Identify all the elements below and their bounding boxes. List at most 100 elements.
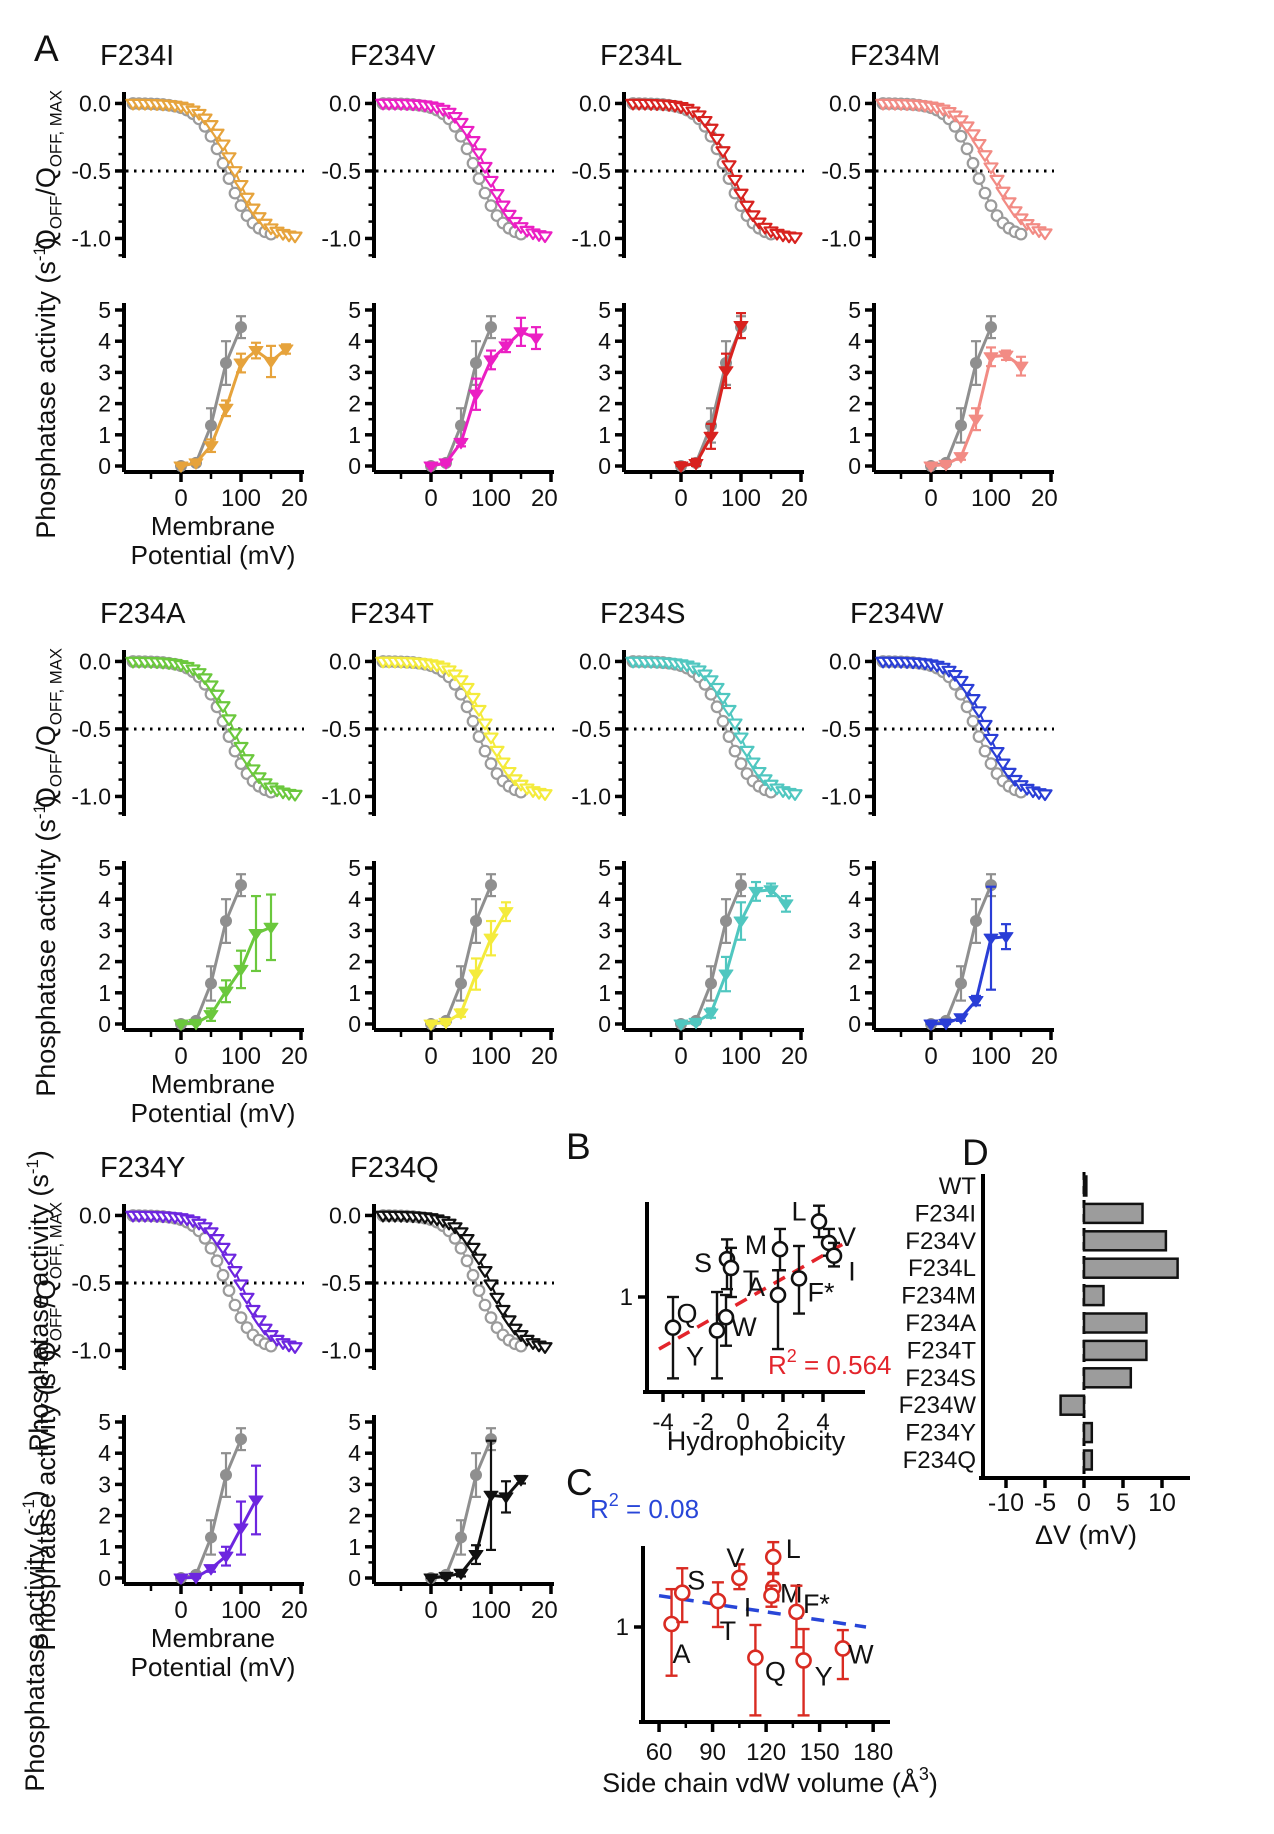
svg-text:0: 0: [736, 1409, 749, 1436]
svg-text:0: 0: [424, 485, 437, 512]
svg-text:-5: -5: [1034, 1489, 1056, 1517]
panel-f234l: F234L 0.0 -0.5 -1.0 0 1 2 3 4 5 0 100 200: [558, 40, 808, 585]
svg-text:-0.5: -0.5: [821, 158, 861, 184]
svg-text:180: 180: [853, 1739, 893, 1766]
svg-text:0: 0: [98, 453, 111, 479]
panel-title-f234a: F234A: [100, 598, 186, 630]
panel-title-f234t: F234T: [350, 598, 434, 630]
svg-text:0: 0: [848, 453, 861, 479]
svg-text:2: 2: [98, 1503, 111, 1529]
svg-text:A: A: [673, 1639, 691, 1669]
svg-text:1: 1: [598, 422, 611, 448]
panel-b-label: B: [566, 1126, 591, 1167]
svg-text:100: 100: [721, 485, 761, 512]
svg-text:F234I: F234I: [915, 1200, 976, 1227]
svg-text:WT: WT: [939, 1173, 977, 1200]
svg-text:-0.5: -0.5: [71, 1270, 111, 1296]
membrane-potential-xlabel: Membrane Potential (mV): [130, 1623, 296, 1683]
svg-text:-0.5: -0.5: [321, 158, 361, 184]
svg-text:1: 1: [348, 422, 361, 448]
svg-text:2: 2: [348, 1503, 361, 1529]
panel-a-label: A: [34, 28, 59, 69]
svg-text:4: 4: [598, 886, 611, 912]
svg-text:1: 1: [348, 1534, 361, 1560]
qv-chart-f234m: 0.0 -0.5 -1.0: [821, 90, 1054, 258]
svg-text:0: 0: [98, 1565, 111, 1591]
svg-text:100: 100: [971, 485, 1011, 512]
svg-text:0.0: 0.0: [579, 90, 611, 116]
svg-text:60: 60: [646, 1739, 673, 1766]
svg-text:4: 4: [348, 328, 361, 354]
activity-chart-f234y: 0 1 2 3 4 5 0 100 200: [98, 1409, 308, 1624]
svg-text:F234S: F234S: [905, 1365, 976, 1392]
svg-text:0.0: 0.0: [79, 90, 111, 116]
panel-title-f234s: F234S: [600, 598, 686, 630]
svg-text:0.0: 0.0: [79, 1202, 111, 1228]
svg-text:3: 3: [348, 917, 361, 943]
svg-text:-1.0: -1.0: [321, 783, 361, 809]
panel-title-f234y: F234Y: [100, 1152, 186, 1184]
svg-text:0.0: 0.0: [79, 648, 111, 674]
svg-text:3: 3: [348, 359, 361, 385]
svg-text:3: 3: [98, 1471, 111, 1497]
svg-text:100: 100: [221, 1597, 261, 1624]
svg-text:L: L: [791, 1196, 806, 1226]
svg-text:3: 3: [348, 1471, 361, 1497]
svg-text:4: 4: [98, 886, 111, 912]
activity-ylabel-row2: Phosphatase activity (s-1): [30, 795, 61, 1097]
svg-text:1: 1: [598, 980, 611, 1006]
svg-text:5: 5: [98, 855, 111, 881]
qv-chart-f234v: 0.0 -0.5 -1.0: [321, 90, 554, 258]
svg-text:1: 1: [616, 1614, 629, 1641]
qv-chart-f234a: 0.0 -0.5 -1.0: [71, 648, 304, 816]
svg-text:100: 100: [471, 485, 511, 512]
svg-text:-1.0: -1.0: [71, 783, 111, 809]
mutant-row-1: F234I0.0-0.5-1.00123450100200MembranePot…: [58, 40, 1058, 585]
qv-chart-f234l: 0.0 -0.5 -1.0: [571, 90, 804, 258]
svg-text:4: 4: [816, 1409, 829, 1436]
svg-text:0: 0: [424, 1597, 437, 1624]
svg-text:F234A: F234A: [905, 1310, 976, 1337]
svg-text:Q: Q: [676, 1299, 697, 1329]
svg-text:200: 200: [281, 1597, 308, 1624]
svg-text:-1.0: -1.0: [821, 225, 861, 251]
svg-text:2: 2: [848, 391, 861, 417]
svg-text:0.0: 0.0: [329, 648, 361, 674]
svg-text:3: 3: [848, 359, 861, 385]
panel-f234s: F234S 0.0 -0.5 -1.0 0 1 2 3 4 5 0 100 200: [558, 598, 808, 1143]
svg-text:ΔV (mV): ΔV (mV): [1035, 1520, 1137, 1550]
svg-text:2: 2: [98, 949, 111, 975]
panel-title-f234l: F234L: [600, 40, 683, 72]
svg-text:-1.0: -1.0: [571, 225, 611, 251]
qv-chart-f234w: 0.0 -0.5 -1.0: [821, 648, 1054, 816]
activity-chart-f234i: 0 1 2 3 4 5 0 100 200: [98, 297, 308, 512]
svg-text:Q: Q: [765, 1657, 786, 1687]
svg-text:0: 0: [848, 1011, 861, 1037]
activity-ylabel-row1: Phosphatase activity (s-1): [30, 237, 61, 539]
svg-text:F234M: F234M: [901, 1283, 976, 1310]
qv-chart-f234i: 0.0 -0.5 -1.0: [71, 90, 304, 258]
svg-text:M: M: [745, 1230, 768, 1260]
svg-text:0.0: 0.0: [329, 90, 361, 116]
svg-text:-1.0: -1.0: [71, 225, 111, 251]
panel-f234m: F234M 0.0 -0.5 -1.0 0 1 2 3 4 5 0 100 200: [808, 40, 1058, 585]
svg-text:F234Y: F234Y: [905, 1420, 976, 1447]
svg-text:1: 1: [98, 1534, 111, 1560]
svg-text:-1.0: -1.0: [321, 1337, 361, 1363]
panel-title-f234q: F234Q: [350, 1152, 439, 1184]
svg-text:200: 200: [531, 1043, 558, 1070]
svg-text:T: T: [743, 1265, 760, 1295]
svg-text:0: 0: [674, 485, 687, 512]
svg-text:0: 0: [348, 1565, 361, 1591]
svg-text:5: 5: [348, 297, 361, 323]
svg-text:5: 5: [848, 297, 861, 323]
svg-text:4: 4: [598, 328, 611, 354]
svg-text:100: 100: [221, 485, 261, 512]
svg-text:10: 10: [1148, 1489, 1176, 1517]
mutant-row-2: F234A0.0-0.5-1.00123450100200MembranePot…: [58, 598, 1058, 1143]
membrane-potential-xlabel: Membrane Potential (mV): [130, 511, 296, 571]
svg-text:3: 3: [598, 359, 611, 385]
panel-d-label: D: [962, 1132, 989, 1173]
svg-text:4: 4: [848, 328, 861, 354]
